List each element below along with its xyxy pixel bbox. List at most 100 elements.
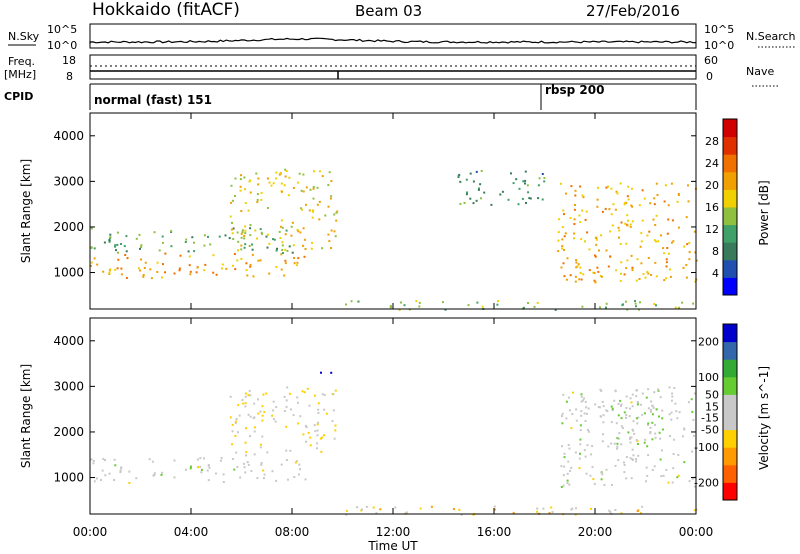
range-cell [579,443,582,446]
colorbar-step [723,412,737,431]
range-cell [693,509,696,512]
range-cell [637,454,640,457]
range-cell [602,433,604,436]
range-cell [563,249,565,251]
range-cell [125,277,128,279]
range-cell [236,465,239,468]
colorbar-step [723,259,737,278]
range-cell [317,408,320,411]
range-cell [562,484,565,487]
nave-tick-bottom: 0 [706,70,713,83]
range-cell [580,393,583,396]
range-cell [361,508,363,511]
range-cell [467,304,470,307]
range-cell [581,209,584,212]
range-cell [187,250,190,253]
range-cell [273,238,276,241]
noise-sky-line [89,37,697,44]
y-tick-label: 1000 [53,266,84,280]
range-cell [231,264,234,267]
colorbar-tick-label: -200 [694,476,719,489]
range-cell [305,203,307,206]
nsearch-label: N.Search [746,30,796,43]
range-cell [126,257,129,260]
range-cell [108,271,111,274]
range-cell [560,182,562,185]
range-cell [255,172,258,175]
range-cell [119,469,122,472]
range-cell [672,240,675,243]
range-cell [677,306,680,309]
range-cell [231,232,234,235]
range-cell [593,272,596,275]
range-cell [617,226,620,229]
range-cell [280,219,283,222]
colorbar-frame [722,323,738,501]
range-cell [676,476,679,479]
range-cell [630,204,633,207]
freq-tick-bottom: 8 [66,70,73,83]
range-cell [674,306,677,309]
range-cell [313,424,316,427]
range-cell [594,255,597,258]
range-cell [614,509,617,511]
range-cell [153,231,156,234]
range-cell [301,390,304,393]
range-cell [620,272,622,275]
range-cell [114,268,117,271]
range-cell [297,181,300,184]
range-cell [692,418,695,421]
range-cell [584,455,587,458]
range-cell [108,472,111,475]
range-cell [125,250,128,253]
range-cell [350,300,353,303]
range-cell [253,430,256,433]
colorbar-tick-label: 50 [705,388,719,401]
range-cell [245,262,248,265]
range-cell [584,218,587,221]
range-cell [220,457,223,460]
range-cell [304,248,307,250]
range-cell [673,387,676,389]
y-tick-label: 2000 [53,220,84,234]
range-cell [477,188,480,191]
range-cell [641,413,644,416]
range-cell [135,237,138,240]
range-cell [499,193,502,196]
range-cell [304,424,307,427]
range-cell [305,426,308,429]
range-cell [475,199,478,202]
power-y-ticks: 1000 2000 3000 4000 [53,129,696,280]
range-cell [567,444,570,446]
range-cell [90,246,93,249]
range-cell [472,513,475,516]
range-cell [287,194,290,197]
range-cell [629,397,632,400]
range-cell [582,273,585,276]
range-cell [306,387,309,390]
range-cell [631,458,634,461]
range-cell [536,507,539,510]
range-cell [580,410,583,413]
range-cell [551,511,554,514]
range-cell [283,274,286,277]
range-cell [627,219,629,222]
range-cell [299,231,302,234]
colorbar-tick-label: 8 [712,245,719,258]
range-cell [507,198,510,201]
range-cell [677,226,680,229]
range-cell [672,467,675,470]
range-cell [480,170,483,172]
range-cell [690,398,693,401]
range-cell [305,440,308,443]
range-cell [643,441,646,444]
range-cell [234,420,237,423]
power-y-label: Slant Range [km] [19,159,33,263]
colorbar-tick-label: 200 [698,336,719,349]
range-cell [639,512,642,515]
range-cell [334,424,337,427]
range-cell [240,232,243,235]
range-cell [139,247,141,250]
range-cell [279,237,282,239]
